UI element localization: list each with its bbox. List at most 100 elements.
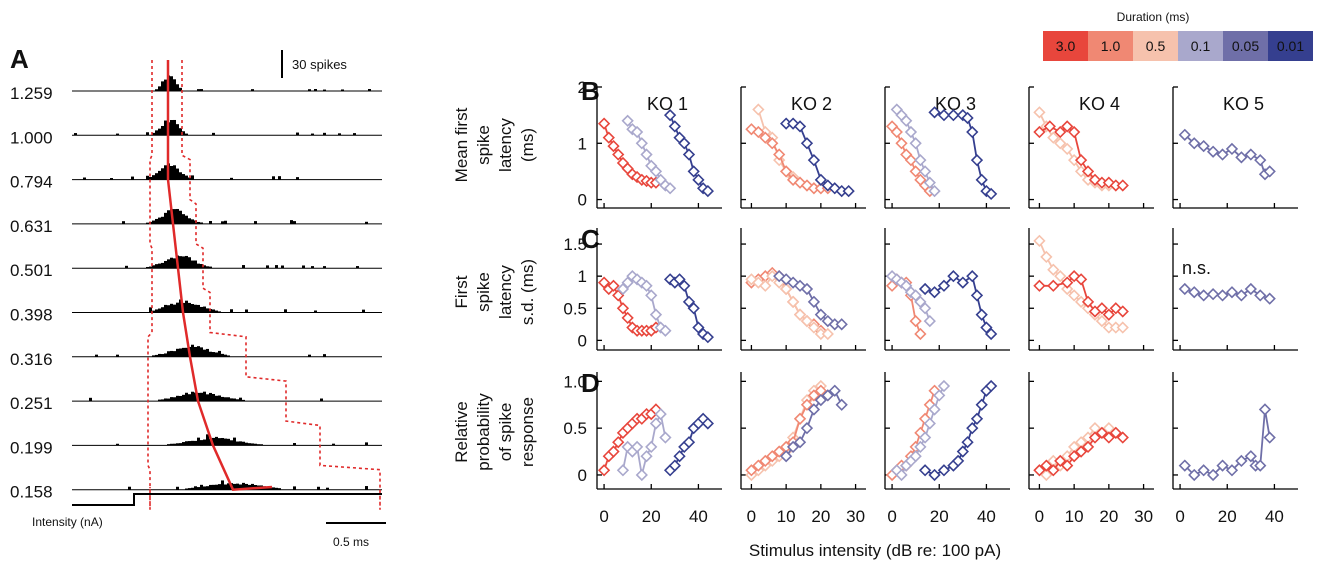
histogram-bar — [242, 265, 245, 269]
histogram-bar — [185, 300, 188, 313]
data-point — [947, 270, 960, 283]
subplot-C-ko4 — [1028, 228, 1154, 351]
data-point — [975, 308, 988, 321]
histogram-bar — [209, 392, 212, 402]
histogram-bar — [161, 168, 164, 180]
data-point — [800, 137, 814, 150]
data-point — [807, 389, 821, 402]
y-tick-label: 2 — [578, 78, 587, 97]
ylabel-line: response — [518, 397, 537, 467]
histogram-bar — [152, 175, 155, 180]
histogram-bar — [155, 354, 158, 357]
x-tick-label: 40 — [689, 507, 708, 526]
histogram-bar — [218, 311, 221, 313]
histogram-bar — [212, 352, 215, 357]
data-point — [640, 450, 653, 463]
histogram-bar — [185, 175, 188, 180]
legend-swatch — [1088, 31, 1133, 61]
legend-swatch — [1133, 31, 1178, 61]
data-point — [1081, 440, 1095, 454]
data-point — [937, 279, 951, 292]
data-point — [1054, 125, 1067, 139]
data-point — [1116, 305, 1129, 318]
ylabel-line: Mean first — [452, 107, 471, 182]
histogram-bar — [224, 354, 227, 357]
data-point — [793, 120, 807, 133]
histogram-bar — [272, 487, 275, 490]
histogram-bar — [251, 483, 254, 490]
ylabel-line: spike — [474, 125, 493, 165]
histogram-bar — [188, 302, 191, 313]
histogram-bar — [248, 484, 251, 490]
data-point — [766, 450, 779, 463]
histogram-bar — [167, 444, 170, 446]
histogram-bar — [125, 265, 128, 269]
data-point — [914, 440, 927, 454]
histogram-bar — [167, 351, 170, 357]
data-point — [780, 165, 793, 178]
data-point — [900, 114, 913, 127]
data-point — [1197, 139, 1210, 153]
histogram-bar — [167, 210, 170, 224]
histogram-bar — [353, 133, 356, 136]
c-ylabel: First spike latency s.d. (ms) — [452, 259, 537, 325]
histogram-bar — [230, 398, 233, 402]
column-title: KO 3 — [935, 94, 976, 114]
intensity-label: 0.631 — [10, 217, 53, 236]
subplot-D-ko3: 0 20 40 — [884, 372, 1010, 526]
histogram-bar — [176, 84, 179, 91]
data-point — [835, 318, 848, 331]
legend-item-label: 0.5 — [1146, 38, 1166, 54]
data-point — [914, 327, 927, 341]
data-point — [800, 422, 814, 435]
data-point — [807, 321, 821, 334]
histogram-bar — [290, 220, 293, 224]
latency-lower-bound — [147, 60, 153, 510]
histogram-bar — [206, 308, 209, 313]
y-tick-label: 1.5 — [563, 235, 587, 254]
histogram-bar — [278, 488, 281, 490]
data-point — [1068, 125, 1081, 139]
histogram-bar — [230, 177, 233, 180]
histogram-bar — [149, 266, 152, 269]
data-point — [692, 321, 705, 334]
histogram-bar — [158, 353, 161, 357]
histogram-bar — [188, 394, 191, 402]
histogram-bar — [161, 216, 164, 224]
histogram-bar — [221, 396, 224, 402]
data-point — [597, 464, 611, 477]
legend-item-label: 0.1 — [1191, 38, 1211, 54]
series-line — [1184, 287, 1270, 300]
data-point — [659, 324, 672, 337]
data-point — [766, 137, 779, 150]
data-point — [1244, 148, 1257, 161]
ylabel-line: (ms) — [518, 128, 537, 162]
histogram-bar — [170, 120, 173, 136]
histogram-bar — [317, 486, 320, 490]
data-point — [640, 148, 653, 161]
histogram-bar — [197, 89, 200, 91]
data-point — [673, 450, 686, 463]
histogram-bar — [182, 174, 185, 180]
data-point — [928, 106, 941, 119]
histogram-bar — [176, 486, 179, 490]
data-point — [682, 436, 696, 449]
histogram-bar — [158, 399, 161, 402]
histogram-bar — [185, 133, 188, 136]
data-point — [909, 314, 922, 328]
data-point — [1033, 279, 1046, 292]
data-point — [786, 440, 800, 454]
data-point — [687, 165, 700, 178]
histogram-bar — [323, 89, 326, 91]
histogram-bar — [248, 443, 251, 446]
data-point — [1061, 459, 1074, 472]
histogram-bar — [188, 218, 191, 224]
histogram-bar — [185, 347, 188, 357]
data-point — [635, 468, 648, 482]
histogram-bar — [233, 398, 236, 402]
histogram-bar — [323, 266, 326, 269]
data-point — [1178, 128, 1191, 141]
ylabel-line: latency — [496, 265, 515, 319]
